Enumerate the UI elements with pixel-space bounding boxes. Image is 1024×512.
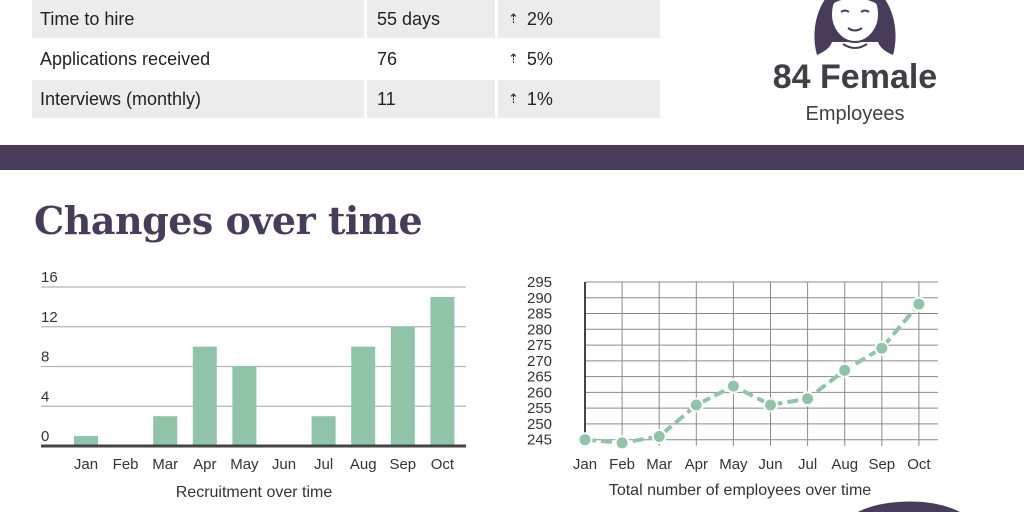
line-y-tick-label: 250 xyxy=(527,416,552,433)
metric-value: 11 xyxy=(367,80,495,118)
bar-x-tick-label: Oct xyxy=(431,456,455,473)
line-y-tick-label: 265 xyxy=(527,369,552,386)
line-chart-caption: Total number of employees over time xyxy=(608,482,872,499)
arrow-up-icon: ⇡ xyxy=(508,51,519,66)
bar-x-tick-label: Apr xyxy=(193,456,216,473)
metric-row: Interviews (monthly) 11 ⇡ 1% xyxy=(32,80,660,118)
line-x-tick-label: May xyxy=(719,456,748,473)
metric-change: ⇡ 1% xyxy=(498,80,660,118)
bar-y-tick-label: 4 xyxy=(41,388,49,405)
line-y-tick-label: 285 xyxy=(527,306,552,323)
decorative-blob xyxy=(858,501,960,512)
line-x-tick-label: Sep xyxy=(868,456,895,473)
metric-row: Applications received 76 ⇡ 5% xyxy=(32,40,660,78)
line-x-tick-label: Jul xyxy=(798,456,817,473)
bar-chart-caption: Recruitment over time xyxy=(175,484,333,501)
female-label: Employees xyxy=(805,103,905,125)
line-y-tick-label: 270 xyxy=(527,353,552,370)
line-point xyxy=(725,378,741,394)
line-x-tick-label: Jan xyxy=(573,456,597,473)
metric-change: ⇡ 2% xyxy=(498,0,660,38)
line-point xyxy=(800,391,816,407)
arrow-up-icon: ⇡ xyxy=(508,91,519,106)
bar-x-tick-label: Feb xyxy=(113,456,139,473)
female-avatar-icon xyxy=(814,0,896,55)
metric-row: Time to hire 55 days ⇡ 2% xyxy=(32,0,660,38)
bar-x-tick-label: Mar xyxy=(152,456,178,473)
metrics-table: Time to hire 55 days ⇡ 2% Applications re… xyxy=(32,0,660,120)
bar xyxy=(351,346,376,446)
line-y-tick-label: 280 xyxy=(527,321,552,338)
line-x-tick-label: Oct xyxy=(907,456,931,473)
bar-x-tick-label: Jan xyxy=(74,456,98,473)
line-point xyxy=(651,429,667,445)
bar-y-tick-label: 8 xyxy=(41,349,49,366)
bar-x-tick-label: May xyxy=(230,456,259,473)
female-count: 84 Female xyxy=(772,58,938,96)
bar-x-tick-label: Jul xyxy=(314,456,333,473)
metric-value: 55 days xyxy=(367,0,495,38)
metric-change: ⇡ 5% xyxy=(498,40,660,78)
line-y-tick-label: 290 xyxy=(527,290,552,307)
metric-value: 76 xyxy=(377,48,398,69)
bar-y-tick-label: 0 xyxy=(41,428,49,445)
bar xyxy=(390,326,415,446)
line-point xyxy=(837,362,853,378)
arrow-up-icon: ⇡ xyxy=(508,11,519,26)
line-y-tick-label: 275 xyxy=(527,337,552,354)
section-title: Changes over time xyxy=(34,198,423,243)
bar xyxy=(153,416,178,446)
metric-label: Applications received xyxy=(40,48,211,69)
bar-y-tick-label: 16 xyxy=(41,269,58,286)
line-x-tick-label: Aug xyxy=(831,456,858,473)
line-point xyxy=(874,340,890,356)
line-y-tick-label: 255 xyxy=(527,400,552,417)
bar-x-tick-label: Aug xyxy=(350,456,377,473)
metric-label: Time to hire xyxy=(32,0,364,38)
line-x-tick-label: Jun xyxy=(758,456,782,473)
line-point xyxy=(688,397,704,413)
line-point xyxy=(614,435,630,451)
bar-x-tick-label: Sep xyxy=(389,456,416,473)
bar xyxy=(74,436,98,446)
line-x-tick-label: Feb xyxy=(609,456,635,473)
line-y-tick-label: 295 xyxy=(527,274,552,291)
line-y-tick-label: 260 xyxy=(527,384,552,401)
bar-y-tick-label: 12 xyxy=(41,309,58,326)
bar xyxy=(192,346,217,446)
bar xyxy=(232,366,257,446)
line-y-tick-label: 245 xyxy=(527,432,552,449)
line-point xyxy=(763,397,778,413)
metric-change-value: 5% xyxy=(526,48,553,69)
bar xyxy=(430,296,455,446)
line-x-tick-label: Mar xyxy=(646,456,672,473)
line-point xyxy=(577,432,593,448)
line-point xyxy=(911,296,927,312)
bar-x-tick-label: Jun xyxy=(272,456,296,473)
section-divider-band xyxy=(0,145,1024,170)
bar xyxy=(311,416,336,446)
line-x-tick-label: Apr xyxy=(685,456,708,473)
line-series xyxy=(584,302,921,445)
metric-label: Interviews (monthly) xyxy=(32,80,364,118)
metric-change-value: 1% xyxy=(526,88,553,109)
metric-change-value: 2% xyxy=(526,8,553,29)
